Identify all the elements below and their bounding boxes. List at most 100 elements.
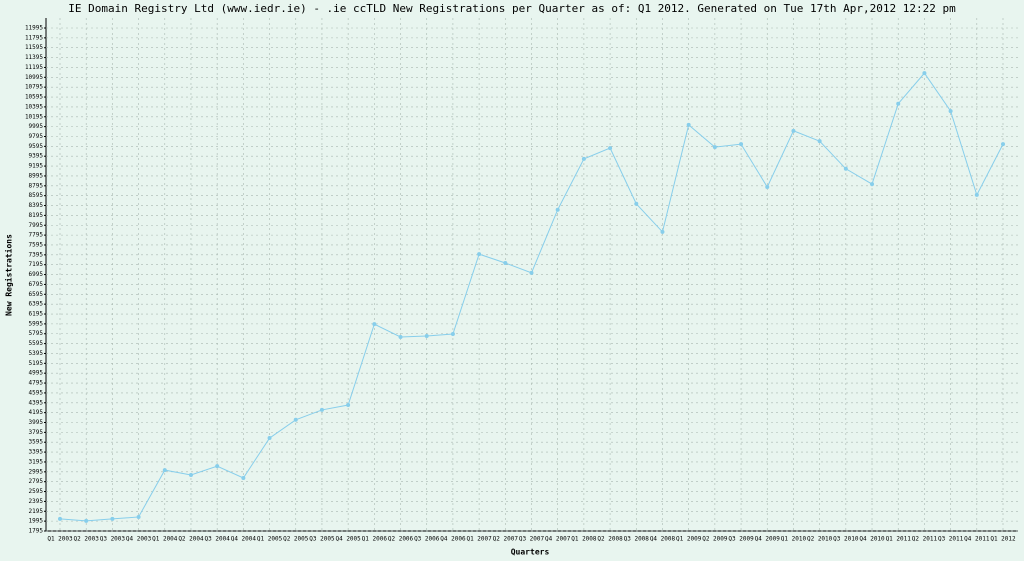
x-tick-label: Q1 2012 <box>990 536 1016 543</box>
x-tick-label: Q4 2005 <box>335 536 361 543</box>
point <box>162 468 167 473</box>
x-tick-label: Q2 2006 <box>388 536 414 543</box>
point <box>922 71 927 76</box>
y-tick-label: 1795 <box>29 528 44 535</box>
y-tick-label: 4995 <box>29 370 44 377</box>
y-tick-label: 3595 <box>29 439 44 446</box>
point <box>608 146 613 151</box>
point <box>739 142 744 147</box>
y-tick-label: 3195 <box>29 458 44 465</box>
point <box>136 514 141 519</box>
point <box>477 252 482 257</box>
x-tick-label: Q3 2011 <box>938 536 964 543</box>
y-tick-label: 2195 <box>29 508 44 515</box>
y-tick-label: 1995 <box>29 518 44 525</box>
chart-title: IE Domain Registry Ltd (www.iedr.ie) - .… <box>68 2 956 15</box>
y-tick-label: 8395 <box>29 202 44 209</box>
y-tick-label: 3995 <box>29 419 44 426</box>
point <box>712 145 717 150</box>
x-tick-label: Q2 2007 <box>493 536 519 543</box>
y-tick-label: 11995 <box>25 25 43 32</box>
y-tick-label: 10795 <box>25 84 43 91</box>
x-tick-label: Q3 2008 <box>624 536 650 543</box>
point <box>372 322 377 327</box>
y-tick-label: 6995 <box>29 271 44 278</box>
point <box>110 516 115 521</box>
point <box>450 331 455 336</box>
point <box>58 516 62 521</box>
x-tick-label: Q3 2010 <box>833 536 859 543</box>
x-tick-label: Q3 2005 <box>309 536 335 543</box>
point <box>791 128 796 133</box>
y-tick-label: 9195 <box>29 163 44 170</box>
y-tick-label: 3395 <box>29 449 44 456</box>
y-tick-label: 7995 <box>29 222 44 229</box>
x-tick-label: Q1 2007 <box>466 536 492 543</box>
point <box>974 192 979 197</box>
y-tick-label: 6795 <box>29 281 44 288</box>
y-tick-label: 9395 <box>29 153 44 160</box>
y-tick-label: 4195 <box>29 409 44 416</box>
y-tick-label: 8595 <box>29 192 44 199</box>
point <box>686 122 691 127</box>
x-tick-label: Q4 2003 <box>126 536 152 543</box>
point <box>634 201 639 206</box>
point <box>503 260 508 265</box>
y-tick-label: 4395 <box>29 399 44 406</box>
y-tick-label: 5795 <box>29 330 44 337</box>
x-tick-label: Q2 2009 <box>702 536 728 543</box>
point <box>843 166 848 171</box>
y-tick-label: 10195 <box>25 113 43 120</box>
y-tick-label: 2795 <box>29 478 44 485</box>
x-tick-label: Q1 2005 <box>257 536 283 543</box>
y-tick-label: 6595 <box>29 291 44 298</box>
x-tick-label: Q1 2004 <box>152 536 178 543</box>
y-axis-label: New Registrations <box>4 234 14 316</box>
y-tick-label: 8195 <box>29 212 44 219</box>
point <box>293 417 298 422</box>
y-tick-label: 5595 <box>29 340 44 347</box>
y-tick-label: 4595 <box>29 389 44 396</box>
x-tick-label: Q4 2011 <box>964 536 990 543</box>
y-tick-label: 5195 <box>29 360 44 367</box>
x-tick-label: Q1 2009 <box>676 536 702 543</box>
y-tick-label: 5395 <box>29 350 44 357</box>
point <box>346 403 351 408</box>
point <box>948 109 953 114</box>
point <box>424 333 429 338</box>
y-tick-label: 9795 <box>29 133 44 140</box>
x-tick-label: Q3 2006 <box>414 536 440 543</box>
point <box>870 182 875 187</box>
point <box>529 270 534 275</box>
x-tick-label: Q2 2003 <box>74 536 100 543</box>
y-tick-label: 11195 <box>25 64 43 71</box>
y-tick-label: 9595 <box>29 143 44 150</box>
x-tick-label: Q4 2004 <box>231 536 257 543</box>
point <box>660 229 665 234</box>
point <box>267 436 272 441</box>
y-tick-label: 7595 <box>29 241 44 248</box>
y-tick-label: 2395 <box>29 498 44 505</box>
x-tick-label: Q4 2008 <box>650 536 676 543</box>
point <box>581 156 586 161</box>
y-tick-label: 2595 <box>29 488 44 495</box>
y-tick-label: 2995 <box>29 468 44 475</box>
y-tick-label: 8995 <box>29 172 44 179</box>
x-tick-label: Q1 2010 <box>781 536 807 543</box>
x-tick-label: Q2 2004 <box>178 536 204 543</box>
y-tick-label: 6395 <box>29 301 44 308</box>
point <box>817 139 822 144</box>
y-tick-label: 7795 <box>29 232 44 239</box>
y-tick-label: 7395 <box>29 251 44 258</box>
x-tick-label: Q1 2011 <box>886 536 912 543</box>
point <box>241 475 246 480</box>
x-tick-label: Q4 2009 <box>755 536 781 543</box>
x-tick-label: Q2 2008 <box>597 536 623 543</box>
point <box>1001 142 1005 147</box>
point <box>398 334 403 339</box>
point <box>555 207 560 212</box>
x-tick-label: Q1 2003 <box>47 536 73 543</box>
x-tick-label: Q4 2006 <box>440 536 466 543</box>
x-tick-label: Q1 2006 <box>362 536 388 543</box>
